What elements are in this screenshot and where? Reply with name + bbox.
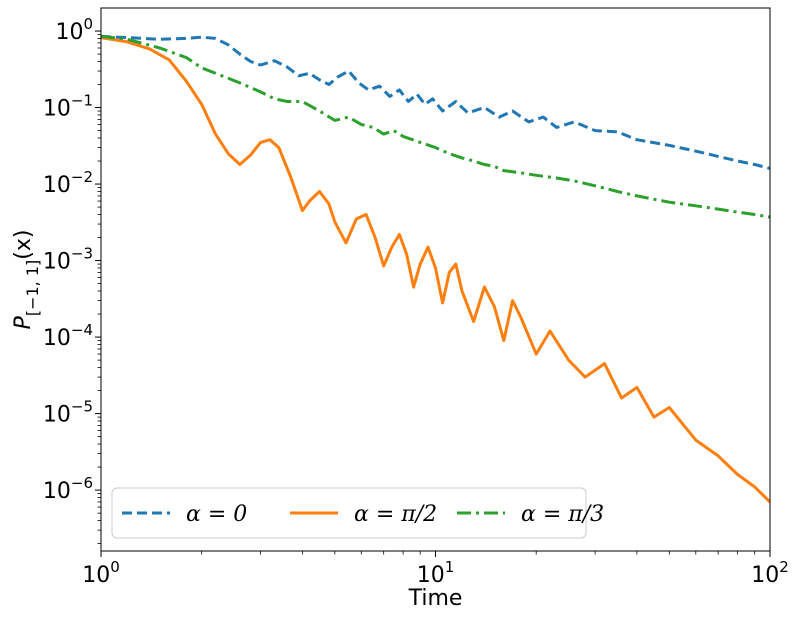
y-tick-label-exp: −3 [71, 245, 93, 263]
y-tick-label-exp: −1 [71, 92, 93, 110]
y-tick-label: 100 [55, 15, 93, 45]
y-tick-label: 10−4 [43, 321, 93, 351]
y-label-subscript: [−1, 1] [23, 260, 42, 316]
y-tick-label: 10−5 [43, 398, 93, 428]
series-line-0 [101, 34, 770, 170]
y-label-symbol: P [11, 315, 36, 329]
y-tick-label-exp: −4 [71, 321, 93, 339]
legend-label-0: α = 0 [186, 502, 247, 527]
y-tick-label-base: 10 [43, 97, 71, 122]
y-tick-label-base: 10 [55, 20, 83, 45]
legend-label-1: α = π/2 [354, 502, 437, 527]
x-tick-label-base: 10 [417, 563, 445, 588]
x-tick-label: 100 [82, 558, 120, 588]
x-tick-label-base: 10 [751, 563, 779, 588]
y-tick-label: 10−2 [43, 168, 93, 198]
y-tick-label-base: 10 [43, 479, 71, 504]
y-axis-label: P[−1, 1](x) [11, 230, 42, 330]
y-label-argument: (x) [11, 230, 36, 260]
x-tick-label-exp: 1 [445, 558, 455, 576]
y-tick-label-exp: −6 [71, 474, 93, 492]
legend-label-2: α = π/3 [521, 502, 604, 527]
y-tick-label: 10−3 [43, 245, 93, 275]
x-tick-label: 102 [751, 558, 789, 588]
x-tick-label-exp: 2 [779, 558, 789, 576]
series-line-1 [101, 36, 770, 504]
y-tick-label-exp: −5 [71, 398, 93, 416]
y-tick-label-base: 10 [43, 403, 71, 428]
x-tick-label-exp: 0 [110, 558, 120, 576]
y-tick-label-base: 10 [43, 250, 71, 275]
series-layer [101, 34, 770, 504]
plot-frame [100, 7, 771, 552]
x-tick-label: 101 [417, 558, 455, 588]
x-tick-label-base: 10 [82, 563, 110, 588]
y-tick-label: 10−1 [43, 92, 93, 122]
series-line-2 [101, 34, 770, 219]
x-axis-label: Time [408, 586, 463, 611]
y-tick-label-base: 10 [43, 326, 71, 351]
y-tick-label-exp: −2 [71, 168, 93, 186]
legend: α = 0 α = π/2 α = π/3 [111, 487, 604, 539]
y-tick-label-base: 10 [43, 173, 71, 198]
legend-box [111, 487, 587, 539]
y-tick-label-exp: 0 [83, 15, 93, 33]
y-tick-label: 10−6 [43, 474, 93, 504]
